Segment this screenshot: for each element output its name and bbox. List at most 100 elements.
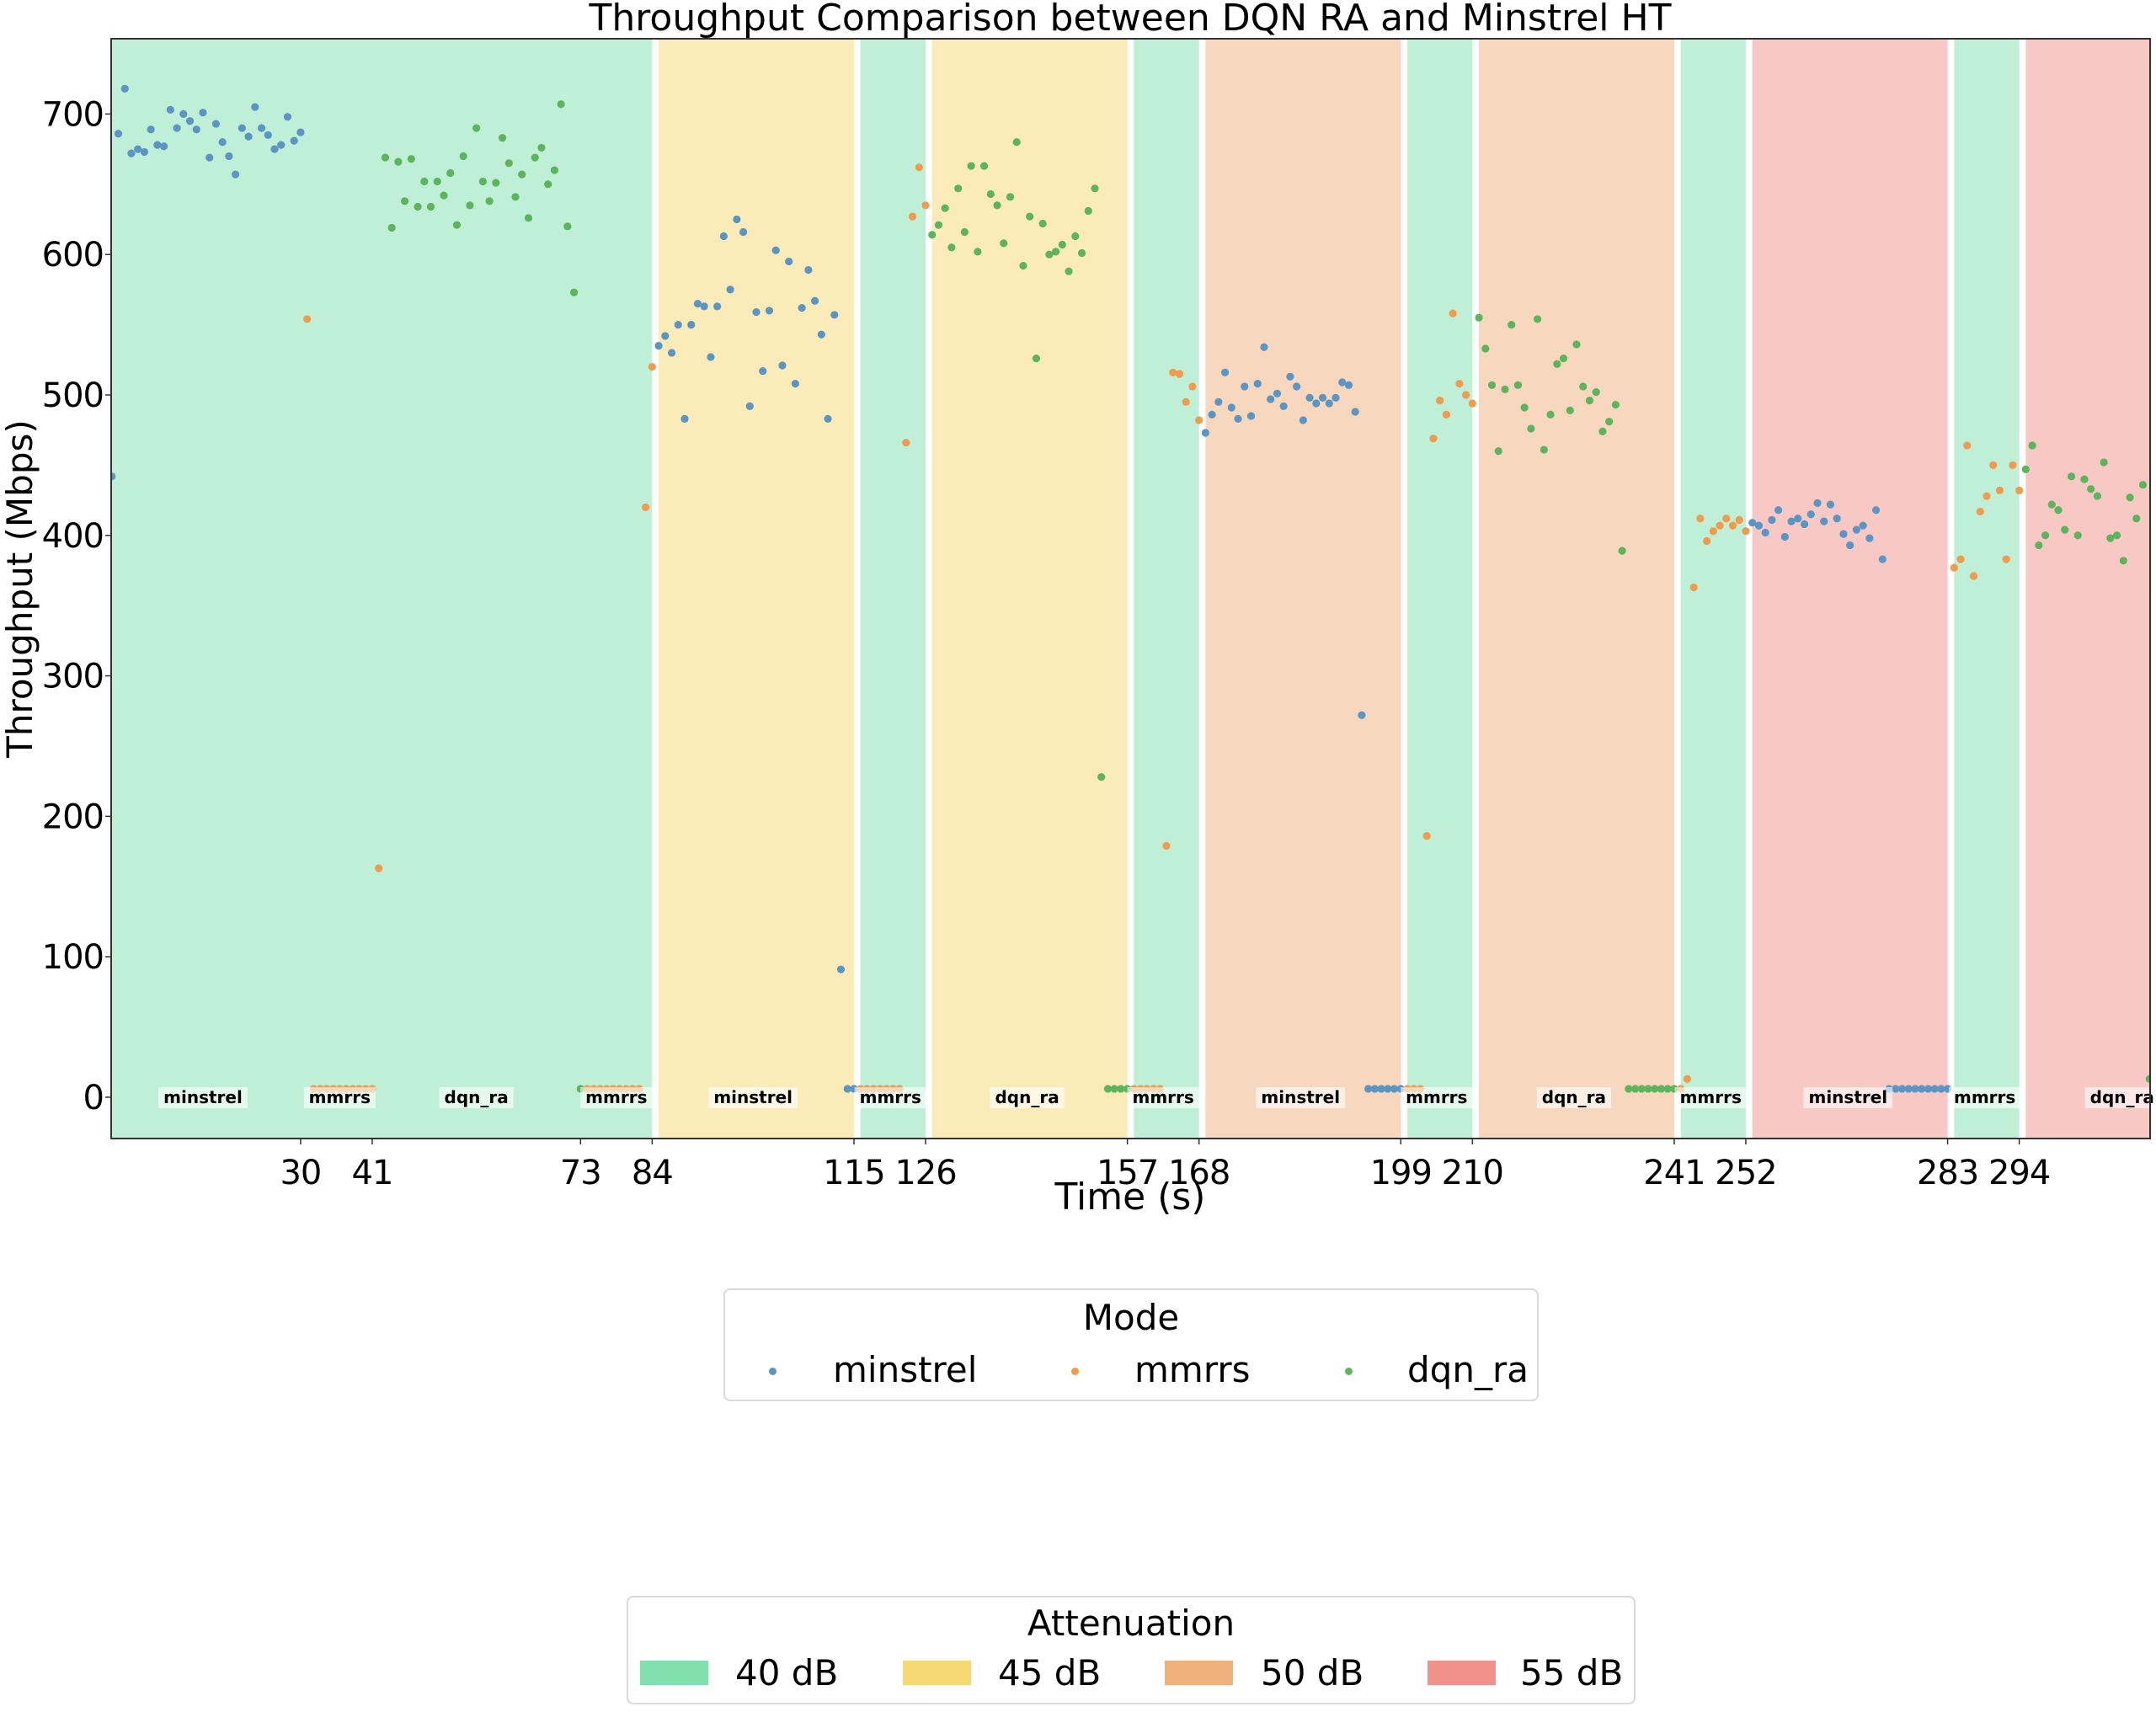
point-minstrel (1279, 402, 1288, 410)
point-minstrel (759, 367, 767, 376)
mode-label-box (158, 1086, 248, 1108)
x-tick-label: 41 (352, 1154, 393, 1192)
point-minstrel (147, 125, 155, 134)
mode-label-text: minstrel (1261, 1087, 1340, 1107)
point-minstrel (1937, 1085, 1945, 1093)
point-dqn-ra (2021, 465, 2030, 473)
y-tick-label: 200 (42, 797, 104, 836)
point-dqn-ra (1644, 1085, 1652, 1093)
mode-label-box (1674, 1086, 1747, 1108)
point-dqn-ra (2112, 531, 2121, 540)
point-dqn-ra (478, 177, 487, 186)
point-dqn-ra (492, 179, 500, 187)
point-mmrrs (1976, 507, 1984, 516)
point-minstrel (1865, 534, 1874, 542)
point-mmrrs (1195, 416, 1203, 424)
point-dqn-ra (2138, 481, 2148, 489)
point-minstrel (296, 128, 305, 136)
point-mmrrs (648, 363, 656, 371)
point-dqn-ra (531, 153, 539, 162)
point-dqn-ra (1019, 261, 1027, 270)
point-mmrrs (1722, 515, 1731, 523)
point-dqn-ra (2132, 515, 2141, 523)
point-minstrel (140, 147, 149, 157)
point-minstrel (237, 124, 246, 132)
legend-entry-mmrrs: mmrrs (1134, 1349, 1251, 1390)
point-dqn-ra (1546, 410, 1555, 419)
point-dqn-ra (563, 222, 572, 231)
point-dqn-ra (557, 100, 565, 109)
point-minstrel (134, 145, 142, 153)
point-minstrel (277, 141, 286, 149)
attenuation-region-40db (1407, 39, 1473, 1139)
point-dqn-ra (1585, 397, 1594, 405)
point-dqn-ra (2100, 458, 2108, 467)
point-minstrel (719, 232, 728, 241)
point-mmrrs (921, 201, 930, 210)
point-dqn-ra (498, 134, 507, 142)
point-minstrel (700, 302, 708, 311)
point-minstrel (290, 136, 298, 145)
point-minstrel (765, 307, 774, 315)
mode-label-box (990, 1086, 1065, 1108)
point-dqn-ra (1475, 313, 1483, 322)
point-minstrel (1787, 517, 1796, 525)
y-tick-label: 500 (42, 376, 104, 415)
point-dqn-ra (544, 180, 552, 189)
point-dqn-ra (2028, 441, 2036, 450)
point-minstrel (1377, 1085, 1385, 1093)
point-dqn-ra (1598, 427, 1607, 435)
point-minstrel (1293, 382, 1301, 391)
point-dqn-ra (1513, 381, 1523, 389)
attenuation-region-55db (2025, 39, 2150, 1139)
point-dqn-ra (414, 202, 422, 211)
mode-label-box (1803, 1086, 1893, 1108)
mode-label-box (1949, 1086, 2021, 1108)
point-dqn-ra (569, 288, 579, 296)
point-dqn-ra (524, 214, 533, 222)
x-tick-label: 241 (1643, 1154, 1705, 1192)
point-mmrrs (303, 315, 312, 323)
point-mmrrs (2015, 486, 2024, 495)
x-tick-label: 168 (1168, 1154, 1230, 1192)
point-minstrel (1201, 429, 1209, 437)
point-dqn-ra (1038, 219, 1047, 228)
point-mmrrs (375, 864, 383, 872)
point-minstrel (1318, 393, 1327, 402)
attenuation-region-40db (111, 39, 653, 1139)
point-dqn-ra (2119, 557, 2127, 565)
point-dqn-ra (1091, 184, 1099, 193)
point-dqn-ra (2080, 475, 2089, 483)
point-dqn-ra (1481, 344, 1490, 353)
point-dqn-ra (504, 159, 513, 168)
x-tick-label: 84 (632, 1154, 673, 1192)
point-minstrel (1364, 1085, 1373, 1093)
x-tick-label: 73 (560, 1154, 601, 1192)
point-dqn-ra (401, 197, 409, 205)
point-dqn-ra (1651, 1085, 1659, 1093)
mode-label-text: dqn_ra (995, 1087, 1059, 1107)
point-minstrel (1813, 499, 1822, 508)
point-dqn-ra (1559, 355, 1568, 363)
point-minstrel (127, 149, 136, 157)
point-dqn-ra (511, 193, 520, 201)
point-minstrel (211, 120, 221, 128)
mode-label-text: minstrel (163, 1087, 243, 1107)
point-minstrel (111, 472, 116, 481)
point-minstrel (739, 227, 748, 237)
point-minstrel (264, 131, 272, 140)
attenuation-region-45db (931, 39, 1128, 1139)
point-mmrrs (1449, 309, 1457, 317)
x-tick-label: 157 (1097, 1154, 1158, 1192)
mode-label-text: mmrrs (585, 1087, 647, 1107)
point-minstrel (1208, 410, 1216, 419)
point-dqn-ra (1520, 403, 1529, 412)
legend-entry-40db: 40 dB (735, 1652, 839, 1693)
point-dqn-ra (420, 177, 429, 186)
point-dqn-ra (1625, 1085, 1633, 1093)
point-minstrel (199, 109, 207, 117)
point-dqn-ra (485, 197, 494, 205)
point-minstrel (1305, 393, 1314, 402)
point-minstrel (1871, 506, 1881, 515)
point-minstrel (674, 320, 682, 329)
